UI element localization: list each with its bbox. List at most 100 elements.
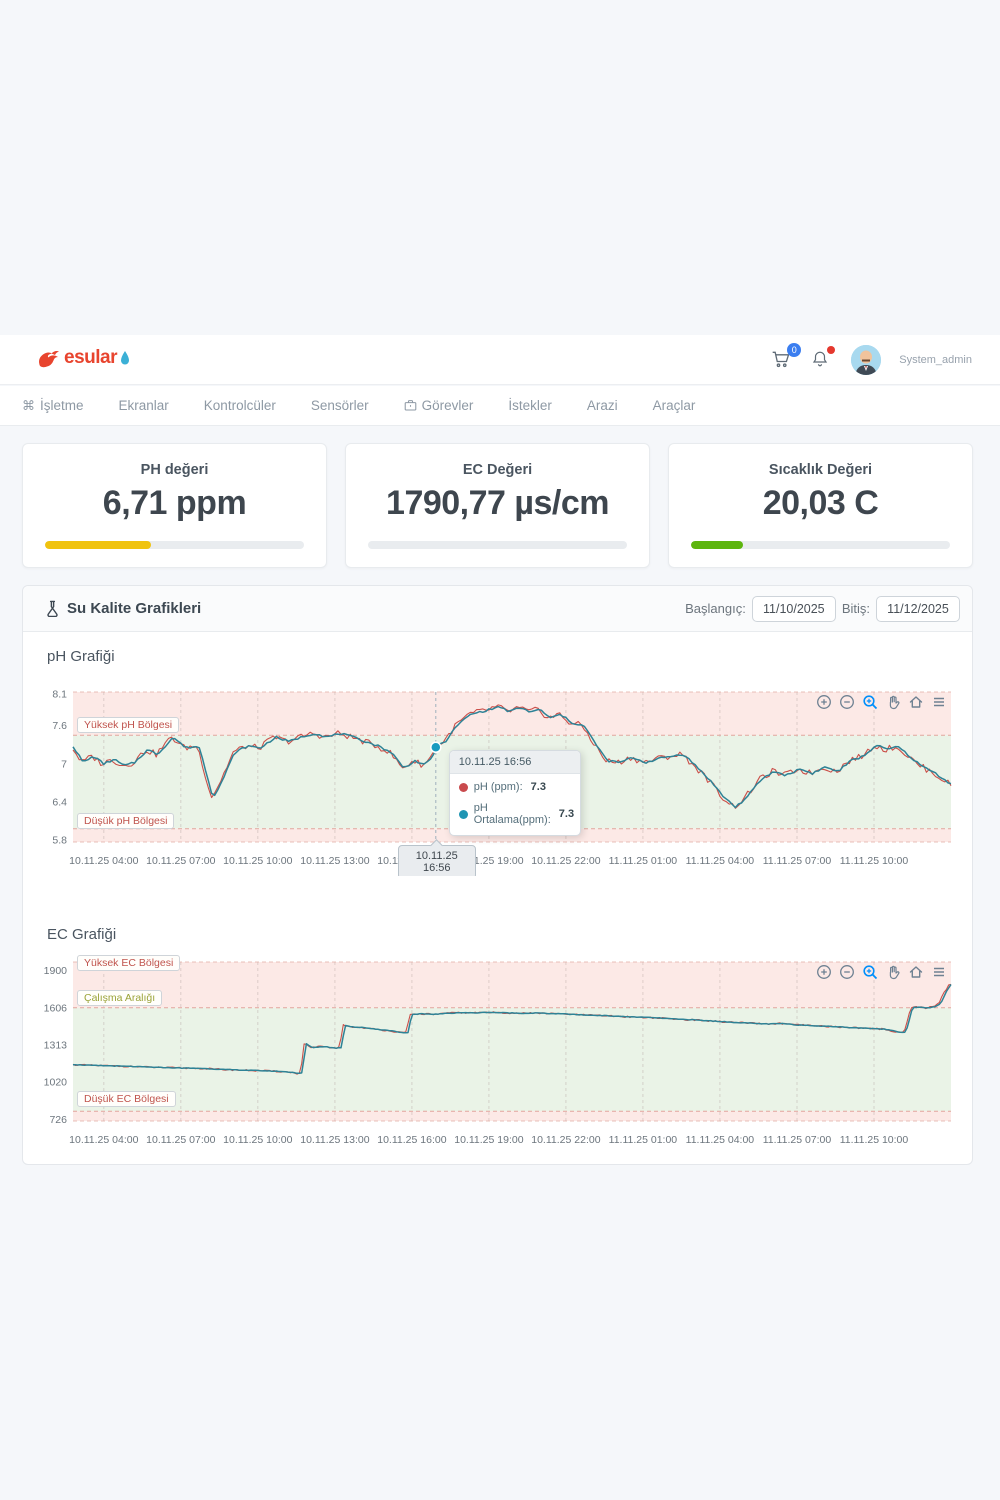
tooltip-series-value: 7.3 <box>558 808 575 821</box>
cart-icon <box>772 351 790 368</box>
x-axis-tick-label: 11.11.25 10:00 <box>840 1134 909 1146</box>
ph-chart[interactable]: 8.1 7.6 7 6.4 5.8 10.11.25 04:00 10.11.25 07:0… <box>37 684 959 876</box>
y-axis-tick-label: 726 <box>49 1114 67 1126</box>
y-axis-tick-label: 1900 <box>44 965 68 977</box>
temperature-progress-fill <box>691 541 743 549</box>
avatar[interactable] <box>851 345 882 375</box>
notification-dot <box>827 346 836 354</box>
water-quality-panel: Su Kalite Grafikleri Başlangıç: Bitiş: p… <box>22 585 973 1165</box>
x-axis-tick-label: 11.11.25 01:00 <box>609 1134 678 1146</box>
series-dot <box>458 782 468 792</box>
x-axis-tick-label: 11.11.25 10:00 <box>840 855 909 867</box>
flask-icon <box>47 600 58 617</box>
notifications-button[interactable] <box>811 346 836 371</box>
tooltip-series-label: pH Ortalama(ppm): <box>473 802 551 827</box>
ph-progress-track <box>45 541 304 549</box>
nav-item-ekranlar[interactable]: Ekranlar <box>118 398 169 413</box>
zoom-out-icon[interactable] <box>839 964 855 980</box>
y-axis-tick-label: 5.8 <box>52 835 67 847</box>
x-axis-tick-label: 10.11.25 22:00 <box>531 1134 600 1146</box>
ec-chart-title: EC Grafiği <box>47 926 117 943</box>
tooltip-row: pH Ortalama(ppm): 7.3 <box>450 795 580 835</box>
zone-badge: Düşük pH Bölgesi <box>77 813 175 830</box>
nav-item-gorevler[interactable]: Görevler <box>404 398 473 413</box>
y-axis-tick-label: 1020 <box>44 1077 68 1089</box>
x-axis-tick-label: 10.11.25 22:00 <box>531 855 600 867</box>
end-date-input[interactable] <box>876 595 960 622</box>
main-nav: ⌘ İşletme Ekranlar Kontrolcüler Sensörle… <box>0 386 1000 426</box>
x-axis-tooltip: 10.11.25 16:56 <box>397 839 476 876</box>
ph-progress-fill <box>45 541 152 549</box>
y-axis-tick-label: 7 <box>61 758 67 770</box>
alert-zone-band <box>73 1111 951 1121</box>
ok-zone-band <box>73 1007 951 1112</box>
menu-icon[interactable] <box>931 694 947 710</box>
chart-toolbar <box>816 694 947 710</box>
x-axis-tick-label: 10.11.25 10:00 <box>223 855 292 867</box>
start-date-input[interactable] <box>751 595 836 622</box>
pan-icon[interactable] <box>885 964 901 980</box>
tooltip-series-value: 7.3 <box>530 781 546 794</box>
nav-item-arazi[interactable]: Arazi <box>586 398 618 413</box>
end-date-label: Bitiş: <box>841 601 870 616</box>
selection-zoom-icon[interactable] <box>862 964 878 980</box>
nav-item-isletme[interactable]: ⌘ İşletme <box>22 398 84 413</box>
y-axis-tick-label: 1313 <box>44 1039 68 1051</box>
y-axis-tick-label: 7.6 <box>52 720 67 732</box>
pan-icon[interactable] <box>885 694 901 710</box>
topbar-right-cluster: 0 System_admin <box>771 335 972 385</box>
zoom-in-icon[interactable] <box>816 694 832 710</box>
hover-marker <box>430 741 442 754</box>
username-label[interactable]: System_admin <box>899 354 972 366</box>
nav-item-istekler[interactable]: İstekler <box>508 398 552 413</box>
start-date-label: Başlangıç: <box>685 601 746 616</box>
tooltip-title: 10.11.25 16:56 <box>449 751 580 775</box>
zoom-out-icon[interactable] <box>839 694 855 710</box>
y-axis-tick-label: 8.1 <box>52 688 67 700</box>
x-axis-tick-label: 10.11.25 19:00 <box>454 1134 523 1146</box>
bell-icon <box>813 351 828 367</box>
ph-chart-title: pH Grafiği <box>47 648 115 665</box>
x-axis-tick-label: 10.11.25 16:00 <box>377 1134 446 1146</box>
ec-progress-track <box>368 541 627 549</box>
briefcase-icon <box>404 399 417 412</box>
ec-card-title: EC Değeri <box>462 462 533 478</box>
ph-metric-card: PH değeri 6,71 ppm <box>22 443 327 568</box>
ph-card-value: 6,71 ppm <box>102 484 247 522</box>
x-axis-tick-label: 11.11.25 04:00 <box>686 1134 755 1146</box>
metric-cards-row: PH değeri 6,71 ppm EC Değeri 1790,77 µs/… <box>22 443 973 568</box>
x-axis-tick-label: 11.11.25 01:00 <box>609 855 678 867</box>
x-axis-tick-label: 10.11.25 13:00 <box>300 1134 369 1146</box>
x-axis-tick-label: 11.11.25 04:00 <box>686 855 755 867</box>
nav-item-araclar[interactable]: Araçlar <box>652 398 696 413</box>
ec-chart[interactable]: 1900 1606 1313 1020 726 10.11.25 04:00 10.11.2… <box>37 954 959 1154</box>
chart-tooltip: 10.11.25 16:56 pH (ppm): 7.3 pH Ortalama(pp… <box>448 750 581 837</box>
alert-zone-band <box>73 692 951 736</box>
ph-card-title: PH değeri <box>140 462 209 478</box>
cart-count-badge: 0 <box>787 343 802 357</box>
menu-icon[interactable] <box>931 964 947 980</box>
temperature-card-title: Sıcaklık Değeri <box>768 462 873 478</box>
nav-item-sensorler[interactable]: Sensörler <box>310 398 369 413</box>
tooltip-row: pH (ppm): 7.3 <box>450 774 580 795</box>
x-axis-tick-label: 10.11.25 13:00 <box>300 855 369 867</box>
nav-item-kontrolculer[interactable]: Kontrolcüler <box>203 398 276 413</box>
zoom-in-icon[interactable] <box>816 964 832 980</box>
chart-toolbar <box>816 964 947 980</box>
temperature-card-value: 20,03 C <box>762 484 879 522</box>
selection-zoom-icon[interactable] <box>862 694 878 710</box>
cart-button[interactable]: 0 <box>771 343 802 371</box>
home-icon[interactable] <box>908 694 924 710</box>
temperature-progress-track <box>691 541 950 549</box>
zone-badge: Yüksek pH Bölgesi <box>77 716 180 733</box>
series-line <box>73 984 952 1075</box>
home-icon[interactable] <box>908 964 924 980</box>
alert-zone-band <box>73 962 951 1008</box>
series-dot <box>458 809 468 819</box>
zone-badge: Düşük EC Bölgesi <box>77 1090 176 1107</box>
x-axis-tick-label: 10.11.25 04:00 <box>69 855 138 867</box>
brand-name: esular <box>64 347 117 368</box>
brand-logo[interactable]: esular <box>36 346 131 370</box>
